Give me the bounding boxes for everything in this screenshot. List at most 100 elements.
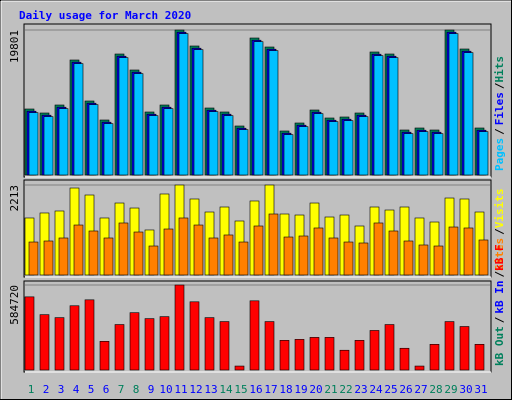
x-tick-label: 22 [339, 383, 352, 396]
legend-entry: kB In [493, 281, 506, 314]
x-tick-label: 5 [88, 383, 95, 396]
bar [178, 217, 189, 276]
legend-entry: Sites [493, 238, 506, 271]
bar [433, 245, 444, 276]
bar [373, 55, 384, 176]
bar [309, 337, 320, 371]
bar [73, 224, 84, 276]
bar [114, 324, 125, 371]
bar [208, 237, 219, 276]
bar [414, 365, 425, 371]
x-tick-label: 13 [204, 383, 217, 396]
bar [328, 121, 339, 176]
bar [28, 112, 39, 176]
bar [268, 50, 279, 176]
bar [294, 339, 305, 371]
bar [99, 341, 110, 371]
bar [43, 116, 54, 176]
bar [478, 131, 489, 176]
bar [264, 321, 275, 371]
x-tick-label: 15 [234, 383, 247, 396]
bar [208, 111, 219, 176]
bar [193, 224, 204, 276]
bar [399, 347, 410, 371]
bar [88, 104, 99, 176]
x-tick-label: 18 [279, 383, 292, 396]
legend: Pages/Files/Hits [493, 56, 506, 171]
y-tick-label: 2213 [8, 185, 21, 212]
bar [448, 226, 459, 276]
x-tick-label: 23 [354, 383, 367, 396]
x-tick-label: 31 [474, 383, 487, 396]
x-tick-label: 10 [159, 383, 172, 396]
legend-separator: / [493, 271, 506, 278]
bar [129, 312, 140, 371]
x-tick-label: 2 [43, 383, 50, 396]
chart-title: Daily usage for March 2020 [19, 9, 191, 22]
bar [133, 73, 144, 176]
bar [43, 240, 54, 276]
bar [403, 240, 414, 276]
x-tick-label: 26 [399, 383, 412, 396]
x-tick-label: 30 [459, 383, 472, 396]
bar [388, 57, 399, 176]
x-tick-label: 9 [148, 383, 155, 396]
bar [358, 116, 369, 176]
bar [144, 318, 155, 371]
bar [358, 242, 369, 276]
bar [459, 326, 470, 371]
y-tick-label: 584720 [8, 285, 21, 325]
bar [103, 123, 114, 176]
bar [24, 296, 35, 371]
x-tick-label: 4 [73, 383, 80, 396]
x-tick-label: 16 [249, 383, 262, 396]
bar [463, 52, 474, 176]
bar [324, 337, 335, 371]
legend-entry: kB F [493, 244, 506, 271]
bar [283, 134, 294, 176]
bar [238, 129, 249, 176]
bar [448, 33, 459, 176]
bar [298, 126, 309, 176]
bar [433, 133, 444, 176]
bar [148, 115, 159, 176]
legend: Sites /Visits [493, 189, 506, 272]
legend-entry: Files [493, 92, 506, 125]
bar [88, 230, 99, 276]
y-tick-label: 19801 [8, 30, 21, 63]
bar [369, 330, 380, 371]
bar [39, 314, 50, 371]
x-tick-label: 14 [219, 383, 233, 396]
bar [118, 222, 129, 276]
x-tick-label: 28 [429, 383, 442, 396]
legend-separator: / [493, 82, 506, 89]
bar [478, 239, 489, 276]
bar [253, 41, 264, 176]
bar [474, 344, 485, 371]
x-tick-label: 3 [58, 383, 65, 396]
legend-entry: Visits [493, 189, 506, 229]
bar [204, 317, 215, 371]
bar [238, 241, 249, 276]
legend-entry: Pages [493, 138, 506, 171]
x-tick-label: 11 [174, 383, 187, 396]
bar [429, 344, 440, 371]
x-tick-label: 24 [369, 383, 383, 396]
x-tick-label: 20 [309, 383, 322, 396]
bar [268, 213, 279, 276]
legend-entry: Hits [493, 56, 506, 83]
bar [373, 222, 384, 276]
bar [388, 230, 399, 276]
x-tick-label: 25 [384, 383, 397, 396]
legend: kB Out/kB In/kB F [493, 244, 506, 366]
legend-entry: kB Out [493, 326, 506, 366]
bar [189, 301, 200, 371]
bar [463, 227, 474, 276]
bar [118, 57, 129, 176]
bar [418, 244, 429, 276]
x-tick-label: 21 [324, 383, 337, 396]
bar [279, 340, 290, 371]
bar [328, 237, 339, 276]
bar [163, 228, 174, 276]
